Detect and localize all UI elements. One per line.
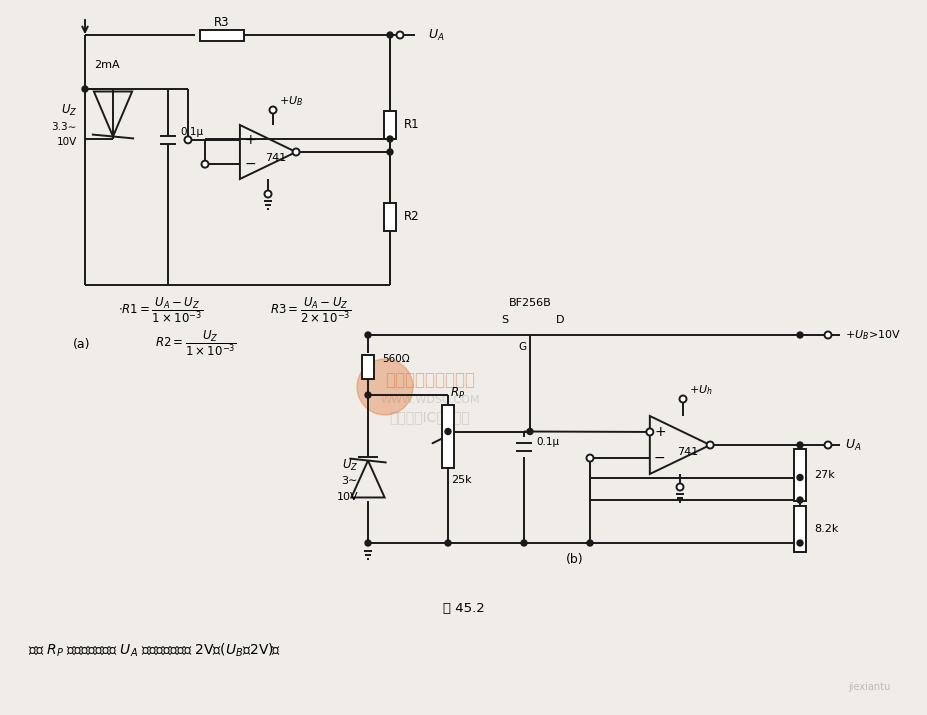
Circle shape bbox=[676, 483, 683, 490]
Text: 全球最大IC采购网站: 全球最大IC采购网站 bbox=[389, 410, 470, 424]
Text: jiexiantu: jiexiantu bbox=[847, 682, 889, 692]
Text: 2mA: 2mA bbox=[94, 60, 120, 70]
Circle shape bbox=[364, 392, 371, 398]
Text: 图 45.2: 图 45.2 bbox=[443, 601, 484, 614]
Text: 560Ω: 560Ω bbox=[382, 354, 409, 364]
Text: (b): (b) bbox=[565, 553, 583, 566]
Text: +$U_h$: +$U_h$ bbox=[688, 383, 712, 397]
Text: +$U_B$: +$U_B$ bbox=[279, 94, 303, 108]
Circle shape bbox=[201, 161, 209, 167]
Circle shape bbox=[445, 540, 451, 546]
Text: D: D bbox=[555, 315, 564, 325]
Text: −: − bbox=[654, 451, 665, 465]
Circle shape bbox=[445, 428, 451, 435]
Text: WWW.WDSC.COM: WWW.WDSC.COM bbox=[380, 395, 479, 405]
Text: 3∼: 3∼ bbox=[341, 476, 358, 486]
Bar bbox=[384, 111, 396, 139]
Text: 杭州隆辉电子商务网: 杭州隆辉电子商务网 bbox=[385, 371, 475, 389]
Text: $R_P$: $R_P$ bbox=[450, 385, 464, 400]
Bar bbox=[384, 203, 396, 231]
Bar bbox=[200, 29, 244, 41]
Circle shape bbox=[269, 107, 276, 114]
Circle shape bbox=[387, 32, 392, 38]
Circle shape bbox=[587, 540, 592, 546]
Text: $U_Z$: $U_Z$ bbox=[341, 458, 358, 473]
Circle shape bbox=[387, 149, 392, 155]
Text: S: S bbox=[501, 315, 508, 325]
Text: 741: 741 bbox=[677, 447, 698, 457]
Text: $R3=\dfrac{U_A-U_Z}{2\times10^{-3}}$: $R3=\dfrac{U_A-U_Z}{2\times10^{-3}}$ bbox=[270, 295, 351, 325]
Circle shape bbox=[796, 540, 802, 546]
Text: R2: R2 bbox=[403, 210, 419, 224]
Text: 10V: 10V bbox=[57, 137, 77, 147]
Circle shape bbox=[796, 332, 802, 338]
Text: 25k: 25k bbox=[451, 475, 471, 485]
Circle shape bbox=[796, 442, 802, 448]
Circle shape bbox=[586, 455, 593, 462]
Circle shape bbox=[396, 31, 403, 39]
Text: R1: R1 bbox=[403, 119, 419, 132]
Circle shape bbox=[796, 475, 802, 480]
Circle shape bbox=[823, 441, 831, 448]
Circle shape bbox=[82, 86, 88, 92]
Circle shape bbox=[364, 332, 371, 338]
Text: $R2=\dfrac{U_Z}{1\times10^{-3}}$: $R2=\dfrac{U_Z}{1\times10^{-3}}$ bbox=[155, 328, 236, 358]
Text: +: + bbox=[654, 425, 665, 439]
Text: $U_Z$: $U_Z$ bbox=[60, 102, 77, 117]
Text: −: − bbox=[244, 157, 256, 171]
Text: 0.1μ: 0.1μ bbox=[180, 127, 203, 137]
Text: BF256B: BF256B bbox=[508, 298, 551, 308]
Bar bbox=[794, 449, 806, 501]
Text: 741: 741 bbox=[265, 153, 286, 163]
Circle shape bbox=[292, 149, 299, 155]
Bar bbox=[794, 506, 806, 552]
Text: 27k: 27k bbox=[813, 470, 834, 480]
Text: $\cdot R1=\dfrac{U_A-U_Z}{1\times10^{-3}}$: $\cdot R1=\dfrac{U_A-U_Z}{1\times10^{-3}… bbox=[118, 295, 203, 325]
Circle shape bbox=[796, 497, 802, 503]
Circle shape bbox=[520, 540, 527, 546]
Text: 8.2k: 8.2k bbox=[813, 524, 837, 534]
Circle shape bbox=[264, 190, 272, 197]
Text: $U_A$: $U_A$ bbox=[844, 438, 860, 453]
Circle shape bbox=[184, 137, 191, 143]
Circle shape bbox=[645, 428, 653, 435]
Text: (a): (a) bbox=[73, 338, 91, 352]
Text: R3: R3 bbox=[214, 16, 230, 29]
Circle shape bbox=[679, 395, 686, 403]
Text: 位器 $R_P$ 调节电压。电压 $U_A$ 的调节范围约为 2V～($U_B$－2V)。: 位器 $R_P$ 调节电压。电压 $U_A$ 的调节范围约为 2V～($U_B$… bbox=[28, 641, 281, 659]
Text: 3.3∼: 3.3∼ bbox=[52, 122, 77, 132]
Circle shape bbox=[705, 441, 713, 448]
Circle shape bbox=[357, 359, 413, 415]
Text: 10V: 10V bbox=[336, 492, 358, 502]
Text: 0.1μ: 0.1μ bbox=[536, 437, 559, 447]
Text: +: + bbox=[244, 133, 256, 147]
Text: G: G bbox=[517, 342, 526, 352]
Circle shape bbox=[823, 332, 831, 338]
Bar bbox=[362, 355, 374, 379]
Text: +$U_B$>10V: +$U_B$>10V bbox=[844, 328, 900, 342]
Circle shape bbox=[387, 136, 392, 142]
Bar bbox=[441, 405, 453, 468]
Text: $U_A$: $U_A$ bbox=[427, 27, 444, 43]
Circle shape bbox=[364, 540, 371, 546]
Circle shape bbox=[527, 428, 532, 435]
